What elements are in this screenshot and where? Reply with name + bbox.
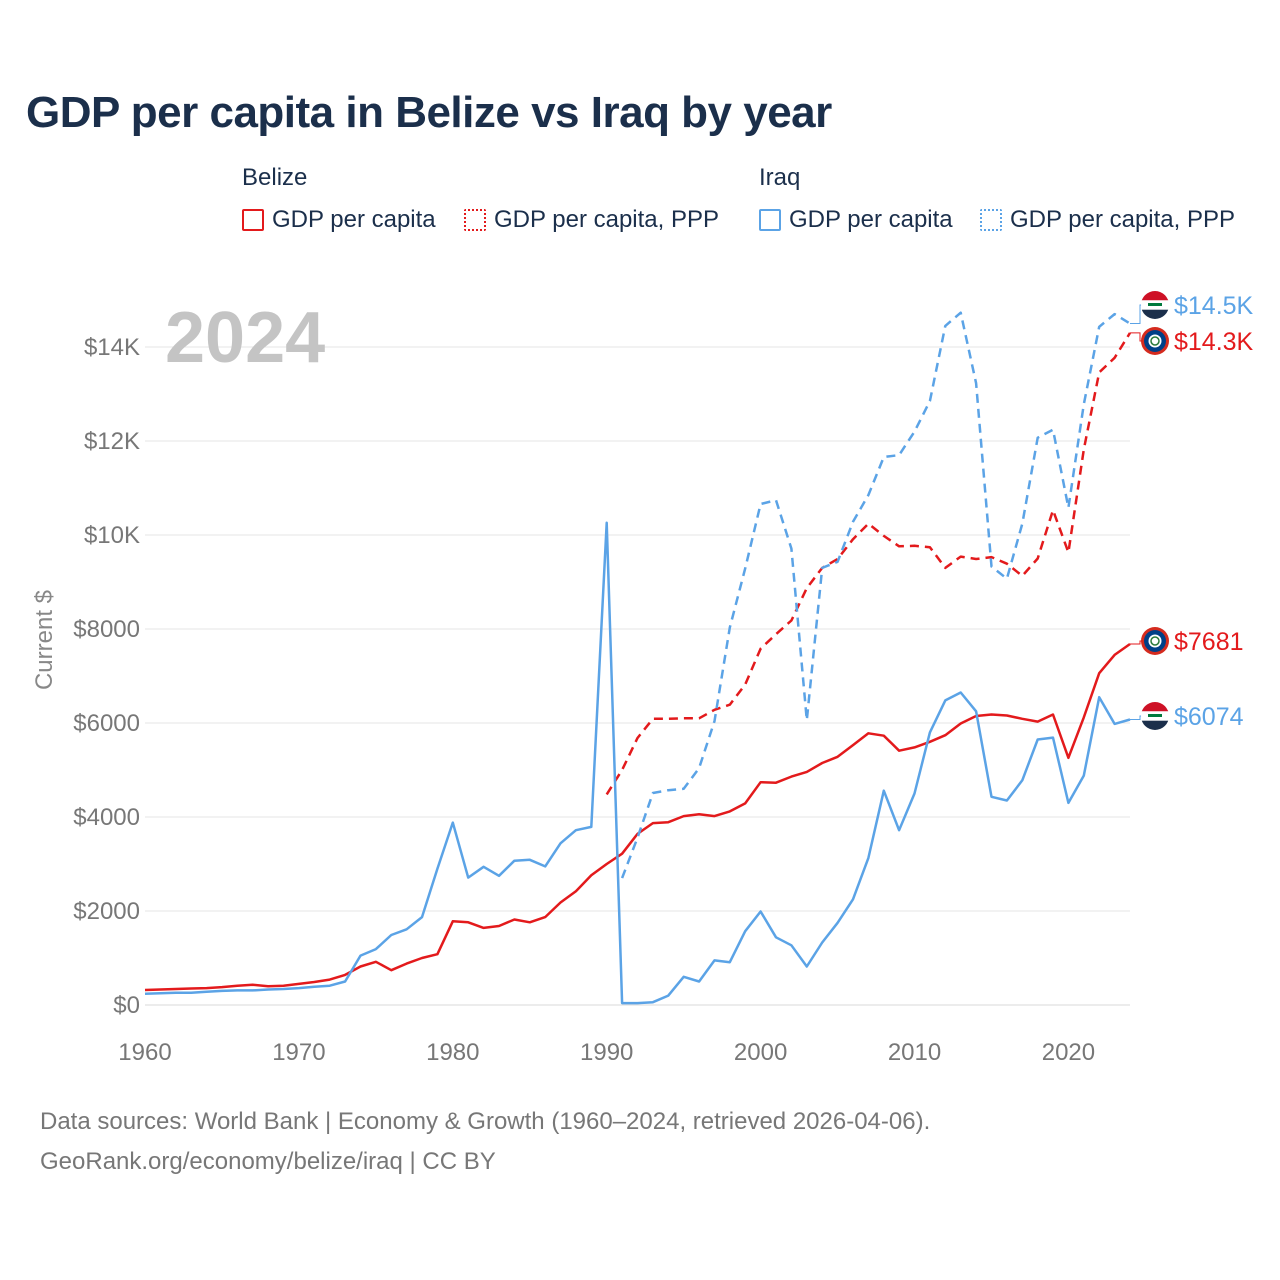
year-watermark: 2024	[165, 298, 325, 378]
x-tick-label: 2020	[1042, 1039, 1095, 1066]
legend-item-belize-gdp[interactable]: GDP per capita	[242, 206, 436, 234]
legend-swatch-solid-red	[242, 209, 264, 231]
belize-flag-icon	[1141, 627, 1169, 655]
x-tick-label: 1980	[426, 1039, 479, 1066]
gridlines	[145, 346, 1130, 1006]
footer-sources: Data sources: World Bank | Economy & Gro…	[40, 1108, 931, 1135]
end-value-label: $14.3K	[1174, 328, 1254, 356]
legend-item-iraq-gdp[interactable]: GDP per capita	[759, 206, 953, 234]
legend-group-belize: Belize	[242, 164, 308, 191]
y-axis-label: Current $	[31, 590, 58, 690]
y-axis-ticks: $0 $2000 $4000 $6000 $8000 $10K $12K $14K	[73, 334, 140, 1019]
y-tick-label: $0	[113, 992, 140, 1019]
chart-title: GDP per capita in Belize vs Iraq by year	[26, 88, 832, 137]
legend-label: GDP per capita, PPP	[1010, 206, 1235, 233]
x-tick-label: 2000	[734, 1039, 787, 1066]
y-tick-label: $4000	[73, 804, 140, 831]
y-tick-label: $8000	[73, 616, 140, 643]
end-markers: $7681 $14.3K $6074 $14.5K	[1130, 291, 1254, 731]
end-value-label: $6074	[1174, 703, 1244, 731]
y-tick-label: $12K	[84, 428, 140, 455]
x-tick-label: 1970	[272, 1039, 325, 1066]
legend-label: GDP per capita	[789, 206, 953, 233]
footer-credit: GeoRank.org/economy/belize/iraq | CC BY	[40, 1148, 496, 1175]
legend-swatch-solid-blue	[759, 209, 781, 231]
end-value-label: $14.5K	[1174, 292, 1254, 320]
x-tick-label: 2010	[888, 1039, 941, 1066]
y-tick-label: $2000	[73, 898, 140, 925]
iraq-flag-icon	[1141, 291, 1169, 319]
series-line-iraq-ppp[interactable]	[620, 311, 1131, 879]
series-line-iraq[interactable]	[144, 521, 1131, 1005]
legend-group-iraq: Iraq	[759, 164, 801, 191]
y-tick-label: $14K	[84, 334, 140, 361]
legend-label: GDP per capita, PPP	[494, 206, 719, 233]
legend-label: GDP per capita	[272, 206, 436, 233]
series-line-belize-ppp[interactable]	[605, 332, 1132, 796]
y-tick-label: $6000	[73, 710, 140, 737]
y-tick-label: $10K	[84, 522, 140, 549]
iraq-flag-icon	[1141, 702, 1169, 730]
x-tick-label: 1990	[580, 1039, 633, 1066]
legend-item-belize-gdp-ppp[interactable]: GDP per capita, PPP	[464, 206, 719, 234]
x-tick-label: 1960	[118, 1039, 171, 1066]
end-value-label: $7681	[1174, 628, 1244, 656]
legend-swatch-dotted-red	[464, 209, 486, 231]
belize-flag-icon	[1141, 327, 1169, 355]
legend-swatch-dotted-blue	[980, 209, 1002, 231]
series-lines	[144, 311, 1132, 1005]
legend-item-iraq-gdp-ppp[interactable]: GDP per capita, PPP	[980, 206, 1235, 234]
x-axis-ticks: 1960 1970 1980 1990 2000 2010 2020	[118, 1039, 1095, 1066]
